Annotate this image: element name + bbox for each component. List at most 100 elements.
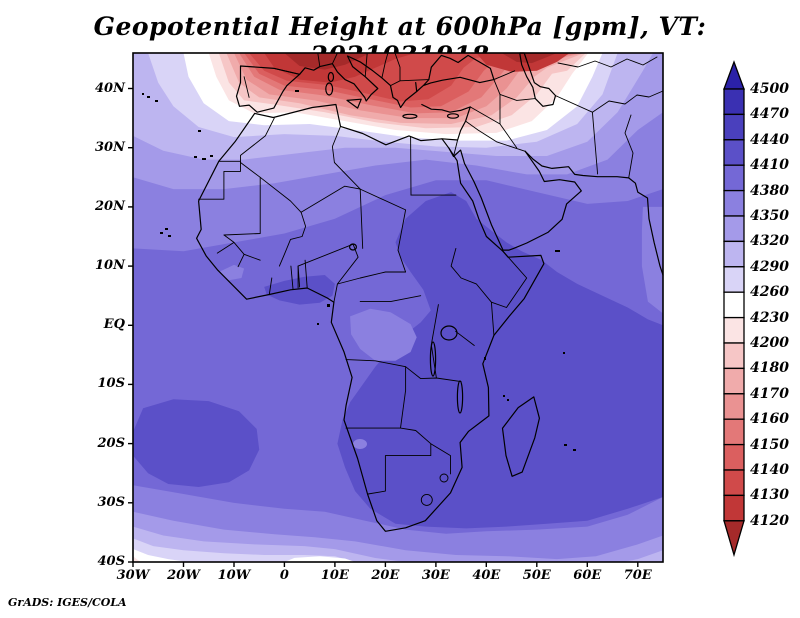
lon-tick-label: 20E	[371, 568, 400, 583]
border-kenya-tanzania	[455, 330, 475, 346]
colorbar-tick-label: 4150	[750, 436, 789, 453]
lon-tick-label: 10E	[320, 568, 349, 583]
turkey-blacksea-coast	[416, 54, 495, 93]
balearics	[295, 90, 299, 92]
lon-tick-label: 70E	[623, 568, 652, 583]
country-borders	[198, 52, 664, 506]
corsica	[327, 71, 335, 83]
border-balkans	[390, 52, 430, 87]
border-caucasus-iran	[493, 70, 664, 175]
sring-4290-corner	[622, 550, 663, 562]
map-area	[128, 52, 664, 567]
lon-tick-label: 10W	[217, 568, 251, 583]
band-4350-guinea-hl	[218, 264, 245, 281]
band-4350-namibia	[353, 439, 367, 449]
colorbar-tick-label: 4410	[750, 157, 789, 174]
lon-tick-label: 40E	[472, 568, 501, 583]
colorbar-tick-label: 4140	[750, 462, 789, 478]
colorbar-tick-label: 4320	[750, 233, 789, 250]
band-4410-guinea	[264, 275, 335, 305]
colorbar-tick-label: 4160	[750, 411, 789, 428]
border-pyrenees	[273, 67, 301, 75]
lat-tick-label: 10S	[97, 376, 125, 392]
lat-tick-label: 10N	[95, 258, 125, 274]
lat-tick-label: EQ	[103, 317, 125, 333]
border-ethiopia-kenya	[450, 247, 528, 336]
sring-4230-white	[133, 549, 189, 562]
crete	[402, 113, 418, 119]
border-lesotho	[420, 493, 433, 506]
band-4350-congo	[350, 308, 417, 361]
band-4350-india	[641, 206, 663, 314]
lon-tick-label: 0	[279, 568, 289, 583]
grads-credit: GrADS: IGES/COLA	[8, 596, 127, 609]
seychelles	[563, 352, 565, 354]
lat-tick-label: 30N	[95, 139, 125, 155]
small-islands	[142, 90, 576, 451]
canary-1	[194, 156, 197, 158]
border-senegal-mali	[216, 234, 261, 268]
socotra	[555, 250, 560, 252]
border-algeria-libya	[300, 125, 361, 213]
bioko	[327, 304, 330, 307]
colorbar-tick-label: 4180	[750, 360, 789, 377]
border-levant-mesopotamia	[453, 93, 526, 157]
sring-4200-corner	[133, 556, 141, 562]
border-libya-chad	[359, 188, 407, 211]
border-zambezi	[367, 427, 451, 495]
colorbar-tick-label: 4120	[750, 512, 789, 529]
lat-tick-label: 40N	[95, 80, 125, 96]
band-4410-satlantic	[133, 399, 260, 487]
lon-tick-label: 50E	[522, 568, 551, 583]
madagascar-coast	[501, 396, 540, 477]
lat-tick-label: 20N	[95, 198, 125, 214]
border-ghana-togo-benin	[268, 259, 308, 295]
azores	[147, 96, 150, 98]
axis-tick-marks	[128, 87, 639, 567]
core-low-east	[501, 53, 557, 64]
border-algeria-mali	[259, 176, 302, 213]
colorbar-tick-label: 4170	[750, 385, 789, 402]
border-niger-chad	[359, 188, 364, 249]
lon-tick-label: 60E	[573, 568, 602, 583]
cyprus	[446, 113, 460, 119]
mauritius	[564, 444, 567, 446]
reunion	[573, 449, 576, 451]
border-car-south	[359, 295, 422, 303]
comoros-2	[507, 399, 509, 401]
border-centralasia	[557, 56, 658, 179]
border-portugal-spain	[243, 76, 250, 98]
border-zambia-drc	[405, 366, 462, 383]
canary-2	[202, 158, 206, 160]
comoros-1	[503, 395, 505, 397]
band-4410-east-south	[337, 192, 663, 529]
border-chad-sudan	[397, 209, 407, 273]
colorbar-tick-label: 4350	[750, 208, 789, 224]
iran-india-coast	[524, 150, 664, 276]
border-drc-east	[430, 304, 439, 379]
border-car-north	[336, 271, 407, 285]
colorbar-scale	[723, 60, 745, 558]
capeverde-1	[160, 232, 163, 234]
colorbar-tick-label: 4290	[750, 258, 789, 275]
border-europe-1	[317, 52, 389, 79]
contour-fill-layers	[133, 53, 663, 562]
sao-tome	[317, 323, 319, 325]
canary-3	[210, 155, 213, 157]
colorbar-tick-label: 4260	[750, 284, 789, 301]
sring-4230-white-mid	[284, 556, 356, 562]
capeverde-3	[168, 235, 171, 237]
colorbar-tick-label: 4380	[750, 182, 789, 199]
lat-tick-label: 20S	[97, 435, 125, 451]
border-morocco-algeria	[240, 117, 275, 162]
map-frame	[132, 52, 664, 563]
lon-tick-label: 20W	[167, 568, 200, 583]
lon-tick-label: 30E	[421, 568, 450, 583]
madeira	[198, 130, 201, 132]
colorbar-tick-label: 4230	[750, 309, 789, 326]
border-wsahara	[198, 160, 241, 200]
lat-tick-label: 30S	[97, 494, 125, 510]
colorbar-tick-label: 4470	[750, 106, 789, 123]
caspian-sea	[519, 52, 557, 107]
